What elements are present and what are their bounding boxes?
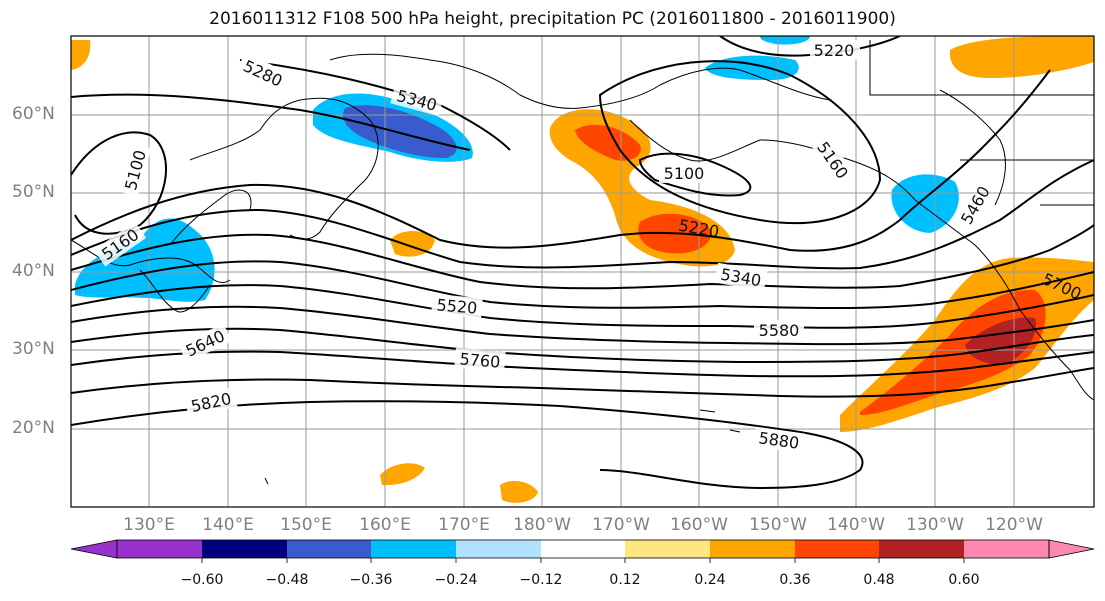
- colorbar-segment-1: [117, 540, 202, 558]
- precipitation-shading: [71, 36, 1094, 503]
- graticule: [71, 36, 1094, 507]
- lat-label-40n: 40°N: [12, 261, 55, 281]
- colorbar-tick-label: −0.48: [265, 572, 309, 588]
- negative-anomaly-gulf: [891, 174, 959, 233]
- colorbar-tick-label: 0.12: [609, 572, 641, 588]
- negative-anomaly-japan: [75, 218, 215, 302]
- contour-label: 5640: [183, 326, 228, 360]
- contour-label: 5220: [814, 41, 855, 60]
- colorbar-segment-9: [795, 540, 879, 558]
- colorbar-extend-low: [70, 539, 118, 559]
- coastlines: [71, 40, 1094, 485]
- contour-label: 5100: [664, 164, 705, 183]
- positive-anomaly-westcoast-red: [860, 289, 1046, 415]
- positive-anomaly-small-2: [380, 463, 425, 486]
- map-title: 2016011312 F108 500 hPa height, precipit…: [209, 9, 896, 29]
- colorbar-segment-8: [710, 540, 795, 558]
- lon-label-160e: 160°E: [359, 515, 411, 535]
- positive-anomaly-ne: [949, 36, 1094, 78]
- colorbar-segment-2: [202, 540, 287, 558]
- lon-label-160w: 160°W: [670, 515, 728, 535]
- colorbar-ticks: [201, 558, 965, 563]
- height-contours: [71, 36, 1094, 490]
- colorbar-segment-3: [287, 540, 371, 558]
- lon-label-130w: 130°W: [906, 515, 964, 535]
- lon-label-140e: 140°E: [202, 515, 254, 535]
- contour-label: 5520: [436, 295, 478, 317]
- colorbar-tick-label: −0.36: [349, 572, 393, 588]
- colorbar-extend-high: [1048, 539, 1095, 559]
- colorbar-segment-7: [625, 540, 710, 558]
- colorbar-tick-label: 0.36: [779, 572, 811, 588]
- lon-label-170w: 170°W: [592, 515, 650, 535]
- lat-label-20n: 20°N: [12, 418, 55, 438]
- lon-label-130e: 130°E: [123, 515, 175, 535]
- colorbar-segment-11: [964, 540, 1049, 558]
- colorbar-tick-label: 0.48: [863, 572, 895, 588]
- strong-negative-okhotsk: [342, 105, 457, 158]
- positive-anomaly-bering-red: [575, 124, 641, 161]
- lon-label-120w: 120°W: [985, 515, 1043, 535]
- contour-label: 5580: [759, 321, 800, 340]
- lon-label-180w: 180°W: [513, 515, 571, 535]
- colorbar-tick-label: 0.24: [694, 572, 726, 588]
- colorbar-segment-4: [371, 540, 456, 558]
- colorbar-segment-6: [541, 540, 625, 558]
- positive-anomaly-westcoast-darkred: [965, 317, 1036, 365]
- lat-label-30n: 30°N: [12, 339, 55, 359]
- colorbar: [70, 539, 1095, 563]
- positive-anomaly-small-4: [71, 40, 91, 70]
- positive-anomaly-small-3: [500, 480, 538, 503]
- contour-label: 5460: [957, 183, 994, 228]
- map-frame: [70, 35, 1095, 508]
- contour-label: 5100: [121, 148, 150, 192]
- contour-label: 5820: [189, 389, 233, 416]
- lat-label-50n: 50°N: [12, 182, 55, 202]
- lon-label-170e: 170°E: [438, 515, 490, 535]
- lon-label-150e: 150°E: [280, 515, 332, 535]
- negative-anomaly-arctic-top: [760, 36, 810, 45]
- lon-label-140w: 140°W: [827, 515, 885, 535]
- contour-label: 5760: [459, 349, 501, 371]
- colorbar-segment-10: [879, 540, 964, 558]
- colorbar-tick-label: 0.60: [948, 572, 980, 588]
- colorbar-tick-label: −0.60: [180, 572, 224, 588]
- lat-label-60n: 60°N: [12, 104, 55, 124]
- lon-label-150w: 150°W: [749, 515, 807, 535]
- colorbar-segment-5: [456, 540, 541, 558]
- colorbar-tick-label: −0.12: [519, 572, 563, 588]
- contour-label: 5340: [719, 265, 762, 291]
- colorbar-tick-label: −0.24: [434, 572, 478, 588]
